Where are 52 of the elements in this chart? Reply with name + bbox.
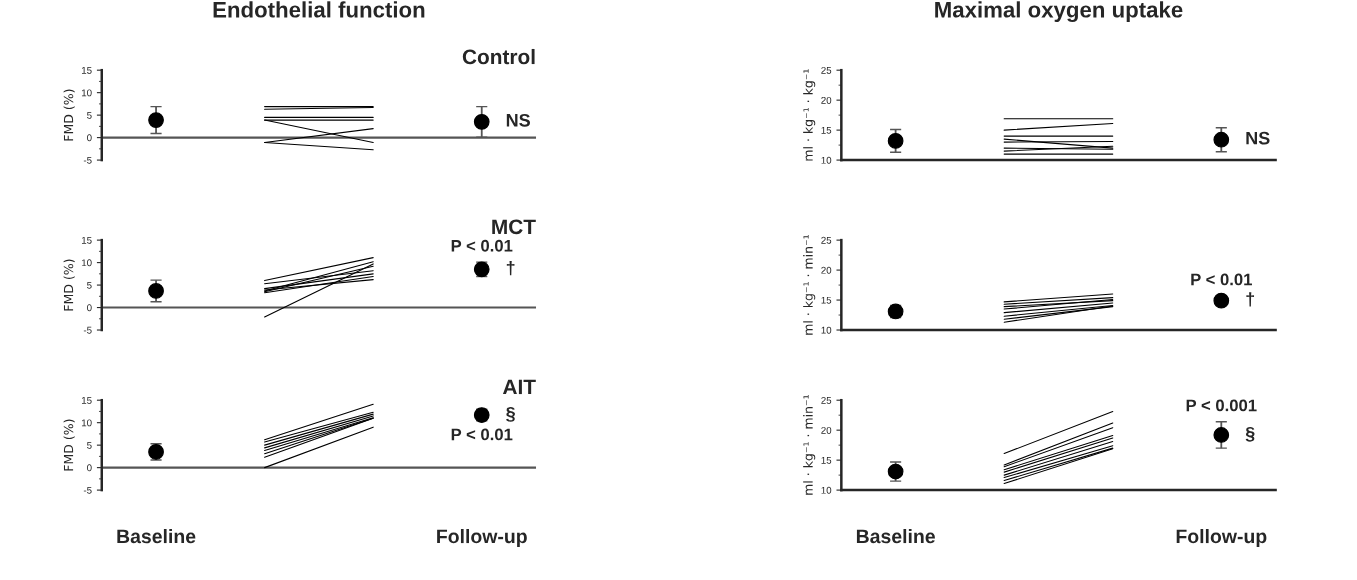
- y-tick-label: -5: [83, 486, 92, 494]
- y-tick-label: 10: [821, 156, 832, 164]
- annotation: NS: [506, 113, 530, 127]
- y-tick-label: 5: [87, 281, 92, 289]
- chart-subtitle: Control: [462, 48, 535, 65]
- annotation: †: [1246, 292, 1255, 307]
- y-tick-label: 15: [821, 296, 832, 304]
- y-tick-label: 25: [821, 236, 832, 244]
- annotation: NS: [1246, 131, 1270, 145]
- y-tick-label: 15: [81, 236, 92, 244]
- y-tick-label: 5: [87, 111, 92, 119]
- annotation: P < 0.01: [1191, 273, 1252, 286]
- y-tick-label: -5: [83, 326, 92, 334]
- chart-title: Endothelial function: [213, 1, 425, 18]
- y-tick-label: 20: [821, 426, 832, 434]
- y-tick-label: 10: [81, 259, 92, 267]
- y-tick-label: 20: [821, 266, 832, 274]
- y-tick-label: 0: [87, 134, 92, 142]
- y-tick-label: 10: [81, 419, 92, 427]
- chart-title: Maximal oxygen uptake: [935, 1, 1183, 23]
- x-tick-label: Follow-up: [1176, 528, 1267, 548]
- y-tick-label: 20: [821, 96, 832, 104]
- y-axis-title: FMD (%): [63, 259, 75, 311]
- y-tick-label: 5: [87, 441, 92, 449]
- chart-subtitle: MCT: [492, 219, 536, 235]
- y-axis-title: ml · kg⁻¹ · kg⁻¹: [803, 69, 816, 161]
- annotation: §: [1245, 427, 1255, 442]
- y-tick-label: -5: [83, 156, 92, 164]
- y-tick-label: 15: [81, 397, 92, 404]
- x-tick-label: Follow-up: [437, 528, 527, 548]
- annotation: §: [506, 407, 515, 422]
- x-tick-label: Baseline: [117, 528, 196, 544]
- y-axis-title: FMD (%): [63, 419, 75, 471]
- annotation: P < 0.001: [1186, 399, 1257, 412]
- y-axis-title: ml · kg⁻¹ · min⁻¹: [803, 235, 816, 335]
- y-tick-label: 25: [821, 396, 832, 404]
- y-tick-label: 10: [81, 89, 92, 97]
- x-tick-label: Baseline: [856, 528, 935, 544]
- y-axis-title: ml · kg⁻¹ · min⁻¹: [803, 395, 816, 495]
- annotation: †: [506, 260, 515, 276]
- y-tick-label: 0: [87, 464, 92, 472]
- chart-subtitle: AIT: [502, 379, 536, 395]
- annotation: P < 0.01: [451, 428, 513, 441]
- y-tick-label: 15: [81, 67, 92, 74]
- y-tick-label: 10: [821, 486, 832, 494]
- annotation: P < 0.01: [451, 239, 513, 252]
- y-axis-title: FMD (%): [63, 89, 75, 141]
- y-tick-label: 25: [821, 66, 832, 74]
- y-tick-label: 10: [821, 326, 832, 334]
- y-tick-label: 0: [87, 304, 92, 312]
- y-tick-label: 15: [821, 126, 832, 134]
- y-tick-label: 15: [821, 456, 832, 464]
